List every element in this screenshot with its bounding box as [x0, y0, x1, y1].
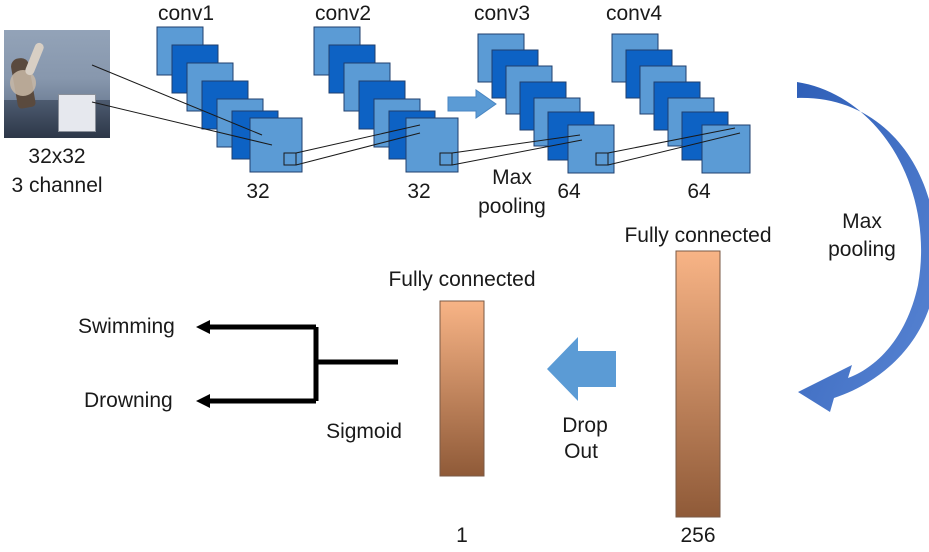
conv3-filters: 64	[557, 180, 581, 203]
dropout-arrow-icon	[547, 337, 616, 401]
conv3-stack	[477, 33, 615, 174]
conv3-label: conv3	[473, 2, 531, 25]
conv1-label: conv1	[157, 2, 215, 25]
pooling-arrow-icon	[447, 89, 497, 119]
output-drowning: Drowning	[84, 389, 173, 412]
fc1-label: Fully connected	[624, 224, 772, 247]
sigmoid-label: Sigmoid	[326, 420, 402, 443]
conv1-filters: 32	[246, 180, 270, 203]
fc-1-bar	[439, 300, 485, 477]
conv4-label: conv4	[605, 2, 663, 25]
output-swimming: Swimming	[78, 315, 175, 338]
fc1-units: 256	[680, 524, 716, 547]
sigmoid-fork	[206, 324, 398, 404]
conv1-stack	[156, 26, 303, 173]
fc-256-bar	[675, 250, 721, 518]
receptive-field-patch	[58, 94, 96, 132]
input-image	[4, 30, 110, 138]
conv2-filters: 32	[407, 180, 431, 203]
fc2-units: 1	[456, 524, 468, 547]
conv4-stack	[611, 33, 751, 174]
dropout-line1: Drop	[562, 414, 608, 437]
drowning-arrowhead-icon	[196, 394, 210, 408]
conv2-label: conv2	[314, 2, 372, 25]
input-size-label: 32x32	[28, 145, 86, 168]
input-channel-label: 3 channel	[11, 174, 103, 197]
max-pooling-1-line1: Max	[492, 166, 532, 189]
connection-lines	[91, 64, 741, 166]
max-pooling-1-line2: pooling	[478, 195, 546, 218]
conv4-filters: 64	[687, 180, 711, 203]
conv2-stack	[313, 26, 459, 173]
swimming-arrowhead-icon	[196, 320, 210, 334]
max-pooling-2-line2: pooling	[828, 238, 896, 261]
fc2-label: Fully connected	[388, 268, 536, 291]
dropout-line2: Out	[564, 440, 598, 463]
max-pooling-2-line1: Max	[842, 210, 882, 233]
